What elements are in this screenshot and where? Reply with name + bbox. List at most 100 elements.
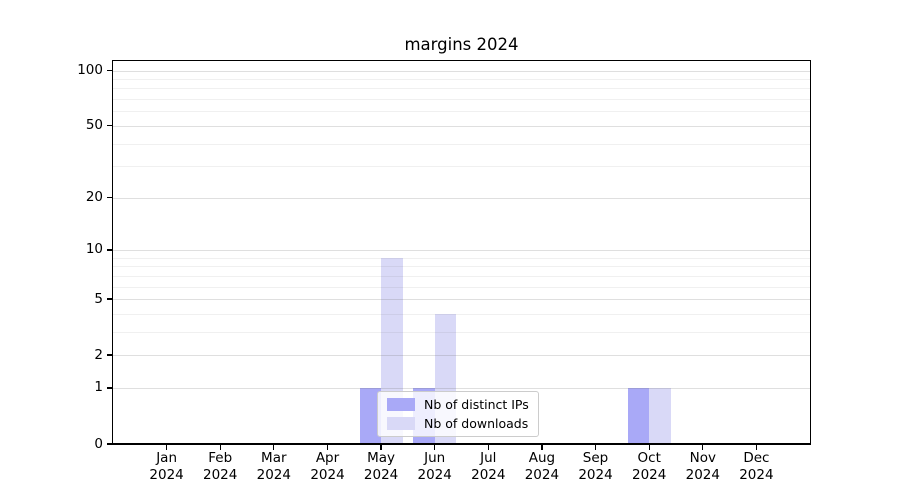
y-tick-label: 50 xyxy=(85,117,103,134)
plot-spine-top xyxy=(113,60,810,62)
y-tick-mark xyxy=(107,443,112,445)
gridline-major xyxy=(113,387,810,389)
x-tick-year: 2024 xyxy=(203,467,238,483)
gridline-minor xyxy=(113,143,810,145)
x-tick-label: Jun 2024 xyxy=(405,450,465,484)
gridline-major xyxy=(113,249,810,251)
x-tick-year: 2024 xyxy=(417,467,452,483)
x-tick-month: Apr xyxy=(315,450,340,466)
gridline-major xyxy=(113,355,810,357)
x-tick-mark xyxy=(380,445,382,450)
x-tick-mark xyxy=(219,445,221,450)
x-tick-mark xyxy=(273,445,275,450)
x-tick-month: Oct xyxy=(637,450,661,466)
x-tick-year: 2024 xyxy=(149,467,184,483)
bar-downloads xyxy=(649,387,671,444)
x-tick-month: Mar xyxy=(261,450,287,466)
plot-area: Nb of distinct IPs Nb of downloads xyxy=(107,60,811,450)
x-tick-label: Nov 2024 xyxy=(673,450,733,484)
x-tick-mark xyxy=(594,445,597,450)
x-tick-month: Jan xyxy=(156,450,177,466)
x-tick-mark xyxy=(648,445,650,450)
gridline-minor xyxy=(113,88,810,90)
plot-spine-left xyxy=(112,60,114,445)
x-tick-year: 2024 xyxy=(739,467,774,483)
x-tick-month: Dec xyxy=(743,450,770,466)
x-tick-label: Oct 2024 xyxy=(619,450,679,484)
y-tick-mark xyxy=(107,125,112,127)
gridline-major xyxy=(113,299,810,300)
x-tick-month: Sep xyxy=(582,450,609,466)
y-tick-label: 2 xyxy=(94,346,103,363)
y-tick-label: 10 xyxy=(85,241,103,258)
x-tick-month: Aug xyxy=(528,450,556,466)
x-tick-label: Jul 2024 xyxy=(458,450,518,484)
x-tick-label: Apr 2024 xyxy=(298,450,358,484)
x-tick-label: Feb 2024 xyxy=(190,450,250,484)
x-tick-year: 2024 xyxy=(256,467,291,483)
gridline-minor xyxy=(113,275,810,277)
x-tick-label: Sep 2024 xyxy=(566,450,626,484)
x-tick-year: 2024 xyxy=(524,467,560,483)
x-tick-month: Nov xyxy=(689,450,716,466)
y-tick-mark xyxy=(107,387,112,389)
x-tick-month: Feb xyxy=(208,450,233,466)
gridline-major xyxy=(113,125,810,127)
y-tick-mark xyxy=(107,69,112,72)
x-tick-year: 2024 xyxy=(632,467,667,483)
x-tick-mark xyxy=(702,445,704,450)
legend-swatch-downloads xyxy=(387,417,415,430)
gridline-minor xyxy=(113,313,810,315)
legend-label-downloads: Nb of downloads xyxy=(424,416,529,431)
y-tick-mark xyxy=(107,196,112,199)
plot-spine-right xyxy=(809,60,811,445)
y-tick-mark xyxy=(107,249,112,251)
x-tick-year: 2024 xyxy=(685,467,720,483)
gridline-minor xyxy=(113,99,810,100)
x-tick-mark xyxy=(755,445,758,450)
x-tick-month: May xyxy=(367,450,396,466)
y-tick-label: 20 xyxy=(85,189,103,206)
legend-label-distinct-ips: Nb of distinct IPs xyxy=(424,397,529,412)
x-tick-label: Aug 2024 xyxy=(512,450,572,484)
legend-item-distinct-ips: Nb of distinct IPs xyxy=(387,397,529,412)
x-tick-label: Dec 2024 xyxy=(726,450,786,484)
gridline-minor xyxy=(113,166,810,168)
x-tick-year: 2024 xyxy=(471,467,506,483)
x-tick-year: 2024 xyxy=(578,467,613,483)
x-tick-year: 2024 xyxy=(363,467,399,483)
x-tick-mark xyxy=(487,445,489,450)
plot-spine-bottom xyxy=(113,443,810,445)
x-tick-mark xyxy=(541,445,543,450)
x-tick-year: 2024 xyxy=(310,467,345,483)
legend-item-downloads: Nb of downloads xyxy=(387,416,529,431)
x-tick-mark xyxy=(326,445,329,450)
chart-title: margins 2024 xyxy=(404,35,519,54)
bar-distinct-ips xyxy=(359,387,382,444)
y-tick-mark xyxy=(107,298,112,300)
gridline-major xyxy=(113,197,810,199)
y-tick-label: 0 xyxy=(94,435,103,452)
gridline-minor xyxy=(113,286,810,288)
legend-swatch-distinct-ips xyxy=(387,398,415,411)
gridline-major xyxy=(113,70,810,72)
x-tick-mark xyxy=(434,445,436,450)
gridline-minor xyxy=(113,111,810,113)
x-tick-month: Jul xyxy=(480,450,497,466)
gridline-minor xyxy=(113,257,810,259)
bar-distinct-ips xyxy=(627,387,650,444)
gridline-minor xyxy=(113,78,810,80)
x-tick-label: Mar 2024 xyxy=(244,450,304,484)
legend: Nb of distinct IPs Nb of downloads xyxy=(377,391,539,437)
x-tick-mark xyxy=(165,445,168,450)
gridline-minor xyxy=(113,266,810,268)
gridline-minor xyxy=(113,331,810,333)
y-tick-label: 100 xyxy=(77,62,103,78)
x-tick-label: May 2024 xyxy=(351,450,411,484)
x-tick-label: Jan 2024 xyxy=(137,450,197,484)
y-tick-label: 5 xyxy=(94,290,103,307)
y-tick-label: 1 xyxy=(94,379,103,396)
y-tick-mark xyxy=(107,354,112,356)
x-tick-month: Jun xyxy=(424,450,446,466)
